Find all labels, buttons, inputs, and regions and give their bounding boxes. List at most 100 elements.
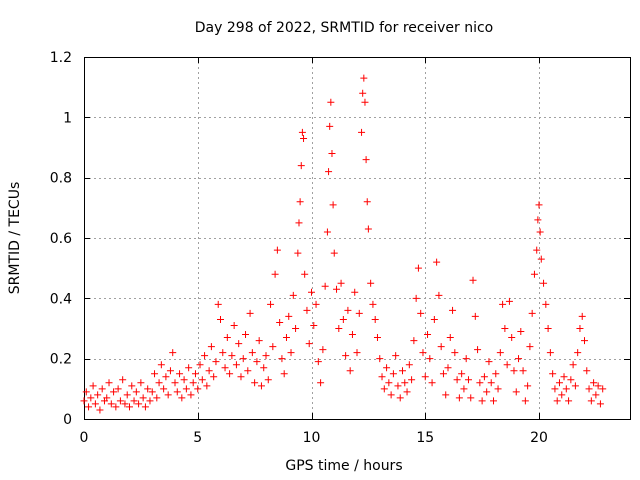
data-point bbox=[339, 315, 347, 323]
data-point bbox=[351, 288, 359, 296]
data-point bbox=[560, 373, 568, 381]
data-point bbox=[135, 400, 143, 408]
data-point bbox=[189, 379, 197, 387]
data-point bbox=[442, 391, 450, 399]
data-point bbox=[376, 355, 384, 363]
data-point bbox=[551, 385, 559, 393]
data-point bbox=[198, 376, 206, 384]
data-point bbox=[103, 394, 111, 402]
data-point bbox=[501, 325, 509, 332]
data-point bbox=[323, 228, 331, 236]
data-point bbox=[534, 216, 542, 224]
data-point bbox=[164, 391, 172, 399]
data-point bbox=[571, 382, 579, 390]
data-point bbox=[271, 270, 279, 278]
x-axis-title: GPS time / hours bbox=[285, 458, 402, 474]
data-point bbox=[578, 312, 586, 320]
data-point bbox=[453, 376, 461, 384]
data-point bbox=[439, 370, 447, 378]
data-point bbox=[112, 403, 120, 411]
data-point bbox=[599, 385, 607, 393]
data-point bbox=[114, 385, 122, 393]
data-point bbox=[480, 373, 488, 381]
data-point bbox=[335, 325, 343, 332]
data-point bbox=[428, 379, 436, 387]
y-tick-label: 0.6 bbox=[50, 231, 72, 247]
data-point bbox=[446, 334, 454, 342]
data-point bbox=[533, 246, 541, 254]
y-tick-label: 0.8 bbox=[50, 171, 72, 187]
data-point bbox=[401, 379, 409, 387]
data-point bbox=[449, 306, 457, 314]
data-point bbox=[476, 379, 484, 387]
data-point bbox=[269, 343, 277, 351]
data-point bbox=[512, 388, 520, 396]
data-point bbox=[367, 279, 375, 287]
data-point bbox=[487, 379, 495, 387]
data-point bbox=[182, 385, 190, 393]
data-point bbox=[492, 370, 500, 378]
data-point bbox=[540, 279, 548, 287]
data-point bbox=[408, 376, 416, 384]
data-point bbox=[344, 306, 352, 314]
data-point bbox=[105, 379, 113, 387]
data-point bbox=[144, 385, 152, 393]
data-point bbox=[94, 391, 102, 399]
data-point bbox=[110, 388, 118, 396]
data-point bbox=[503, 361, 511, 369]
data-point bbox=[267, 300, 275, 308]
y-tick-label: 0 bbox=[63, 412, 72, 428]
data-point bbox=[524, 382, 532, 390]
data-point bbox=[314, 358, 322, 366]
data-point bbox=[542, 300, 550, 308]
data-point bbox=[537, 255, 545, 263]
data-point bbox=[380, 385, 388, 393]
data-point bbox=[569, 361, 577, 369]
data-point bbox=[596, 400, 604, 408]
data-point bbox=[499, 300, 507, 308]
data-point bbox=[426, 355, 434, 363]
x-tick-label: 15 bbox=[416, 430, 434, 446]
data-point bbox=[421, 373, 429, 381]
data-point bbox=[592, 391, 600, 399]
data-point bbox=[298, 128, 306, 136]
data-point bbox=[107, 400, 115, 408]
data-point bbox=[139, 394, 147, 402]
data-point bbox=[585, 385, 593, 393]
data-point bbox=[530, 270, 538, 278]
x-tick-label: 0 bbox=[80, 430, 89, 446]
data-point bbox=[358, 128, 366, 136]
data-point bbox=[361, 98, 369, 106]
data-point bbox=[80, 397, 88, 405]
data-point bbox=[594, 382, 602, 390]
y-tick-label: 0.4 bbox=[50, 291, 72, 307]
data-point bbox=[310, 321, 318, 329]
data-point bbox=[519, 367, 527, 375]
data-point bbox=[82, 388, 90, 396]
data-point bbox=[474, 346, 482, 354]
data-point bbox=[162, 373, 170, 381]
data-point bbox=[289, 291, 297, 299]
y-tick-label: 1 bbox=[63, 110, 72, 126]
data-point bbox=[394, 382, 402, 390]
data-point bbox=[207, 343, 215, 351]
data-point bbox=[363, 198, 371, 206]
data-point bbox=[373, 334, 381, 342]
data-point bbox=[230, 321, 238, 329]
data-point bbox=[255, 337, 263, 345]
data-point bbox=[296, 198, 304, 206]
data-point bbox=[210, 373, 218, 381]
data-point bbox=[301, 270, 309, 278]
data-point bbox=[137, 379, 145, 387]
data-point bbox=[555, 379, 563, 387]
data-point bbox=[280, 370, 288, 378]
data-point bbox=[212, 358, 220, 366]
data-point bbox=[244, 367, 252, 375]
data-point bbox=[278, 355, 286, 363]
data-point bbox=[87, 394, 95, 402]
data-point bbox=[292, 325, 300, 332]
data-point bbox=[528, 309, 536, 317]
data-point bbox=[219, 349, 227, 357]
y-tick-label: 1.2 bbox=[50, 50, 72, 66]
data-point bbox=[169, 349, 177, 357]
